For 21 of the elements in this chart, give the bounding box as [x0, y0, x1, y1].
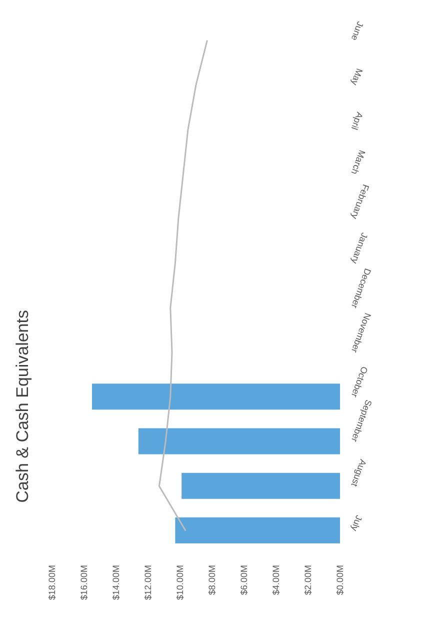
y-tick-label: March	[349, 148, 368, 176]
x-tick-label: $2.00M	[303, 565, 313, 596]
x-tick-label: $12.00M	[143, 565, 153, 600]
bar	[138, 428, 340, 454]
x-tick-label: $16.00M	[79, 565, 89, 600]
bar	[182, 472, 340, 499]
x-tick-label: $6.00M	[239, 565, 249, 596]
x-tick-label: $0.00M	[335, 565, 345, 596]
bar	[175, 517, 340, 544]
text: Cash & Cash Equivalents	[13, 310, 33, 503]
x-tick-label: $18.00M	[47, 565, 57, 600]
y-tick-label: July	[349, 514, 364, 533]
y-tick-label: June	[349, 20, 366, 42]
bar	[92, 384, 340, 410]
x-tick-label: $14.00M	[111, 565, 121, 600]
y-tick-label: August	[349, 458, 368, 488]
y-tick-label: April	[349, 110, 365, 132]
x-tick-label: $10.00M	[175, 565, 185, 600]
x-tick-label: $8.00M	[207, 565, 217, 596]
y-tick-label: May	[349, 67, 365, 88]
x-tick-label: $4.00M	[271, 565, 281, 596]
